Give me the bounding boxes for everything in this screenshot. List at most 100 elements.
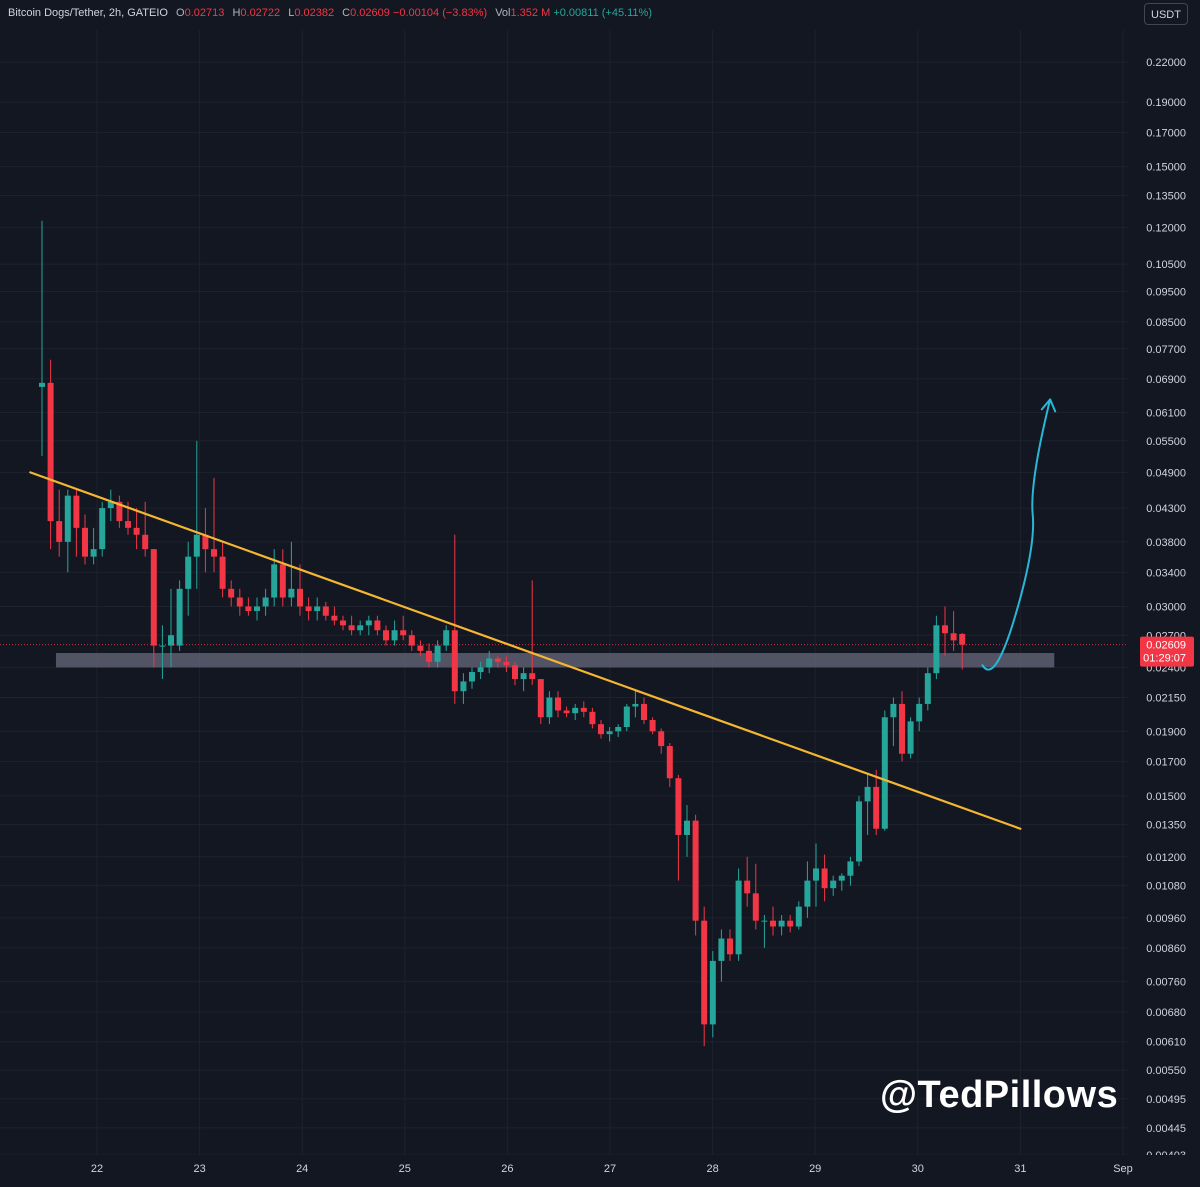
candle[interactable]	[82, 514, 88, 565]
candle[interactable]	[692, 814, 699, 936]
candle[interactable]	[56, 489, 63, 557]
candle[interactable]	[701, 906, 708, 1047]
candle[interactable]	[288, 541, 295, 607]
candle[interactable]	[615, 724, 622, 738]
candle[interactable]	[641, 697, 647, 725]
candle[interactable]	[305, 597, 312, 621]
candle[interactable]	[340, 615, 346, 631]
candle[interactable]	[563, 706, 570, 718]
candle[interactable]	[606, 726, 613, 742]
candle[interactable]	[245, 597, 252, 616]
candle[interactable]	[881, 710, 888, 831]
candle[interactable]	[890, 697, 897, 747]
candle[interactable]	[873, 769, 880, 835]
candle[interactable]	[520, 667, 527, 692]
candle[interactable]	[856, 795, 862, 867]
candle[interactable]	[864, 774, 871, 835]
candle[interactable]	[649, 717, 656, 735]
candle[interactable]	[159, 625, 166, 680]
candle[interactable]	[99, 501, 106, 557]
candle[interactable]	[297, 564, 303, 616]
candle[interactable]	[64, 489, 71, 573]
candle[interactable]	[821, 854, 828, 902]
candle[interactable]	[150, 549, 157, 668]
candle[interactable]	[365, 615, 372, 636]
candle[interactable]	[778, 914, 785, 936]
candle[interactable]	[718, 929, 725, 982]
candle[interactable]	[580, 701, 587, 718]
candle[interactable]	[494, 656, 501, 668]
candle[interactable]	[632, 691, 639, 718]
candle[interactable]	[176, 580, 183, 651]
candle[interactable]	[469, 667, 475, 689]
candle[interactable]	[417, 640, 424, 657]
candle[interactable]	[709, 951, 716, 1038]
candle[interactable]	[383, 625, 389, 646]
candle[interactable]	[795, 901, 802, 930]
candle[interactable]	[107, 489, 114, 522]
candle[interactable]	[434, 640, 441, 668]
candle[interactable]	[262, 588, 269, 616]
candle[interactable]	[933, 615, 940, 680]
candle[interactable]	[254, 597, 260, 621]
candle[interactable]	[555, 691, 561, 718]
candle[interactable]	[813, 843, 819, 907]
candle[interactable]	[761, 914, 768, 948]
candle[interactable]	[90, 527, 97, 565]
candle[interactable]	[39, 220, 45, 457]
candle[interactable]	[185, 541, 192, 616]
candle[interactable]	[684, 805, 690, 857]
candle[interactable]	[400, 615, 407, 641]
candle[interactable]	[899, 691, 905, 762]
candle[interactable]	[271, 549, 278, 607]
candle[interactable]	[546, 691, 553, 725]
candle[interactable]	[133, 508, 140, 550]
candle[interactable]	[168, 588, 174, 668]
candle[interactable]	[735, 868, 742, 961]
candle[interactable]	[804, 861, 811, 918]
candle[interactable]	[348, 615, 355, 636]
candle[interactable]	[331, 606, 338, 626]
currency-button[interactable]: USDT	[1144, 3, 1188, 25]
candle[interactable]	[847, 856, 854, 886]
candle[interactable]	[598, 720, 604, 739]
time-axis[interactable]	[0, 1155, 1200, 1182]
candle[interactable]	[486, 650, 493, 674]
symbol-title[interactable]: Bitcoin Dogs/Tether, 2h, GATEIO	[8, 7, 168, 19]
candle[interactable]	[460, 673, 467, 704]
candle[interactable]	[675, 774, 682, 881]
price-axis[interactable]	[1128, 0, 1200, 1182]
candle[interactable]	[193, 440, 200, 589]
candle[interactable]	[228, 580, 235, 607]
candle[interactable]	[916, 697, 923, 732]
candle[interactable]	[830, 875, 837, 896]
candle[interactable]	[443, 625, 450, 651]
candle[interactable]	[211, 478, 217, 573]
candle[interactable]	[658, 728, 665, 754]
candle[interactable]	[202, 508, 209, 573]
trend-line[interactable]	[29, 471, 1022, 830]
candle[interactable]	[408, 630, 415, 651]
candle[interactable]	[537, 679, 544, 725]
candle[interactable]	[426, 643, 432, 668]
candle[interactable]	[142, 501, 149, 557]
candle[interactable]	[357, 620, 364, 636]
candle[interactable]	[787, 914, 794, 933]
candle[interactable]	[451, 534, 458, 704]
candle[interactable]	[374, 615, 381, 636]
candle[interactable]	[838, 873, 845, 891]
candle[interactable]	[942, 606, 948, 657]
candle[interactable]	[589, 707, 596, 729]
candle[interactable]	[727, 929, 733, 961]
candle[interactable]	[744, 856, 751, 907]
candle[interactable]	[907, 717, 914, 759]
candle[interactable]	[752, 863, 759, 930]
candle[interactable]	[322, 601, 329, 621]
candle[interactable]	[279, 549, 286, 607]
candle[interactable]	[477, 661, 484, 680]
candle[interactable]	[391, 620, 398, 646]
candle[interactable]	[623, 703, 630, 732]
projection-arrow[interactable]	[981, 398, 1052, 671]
